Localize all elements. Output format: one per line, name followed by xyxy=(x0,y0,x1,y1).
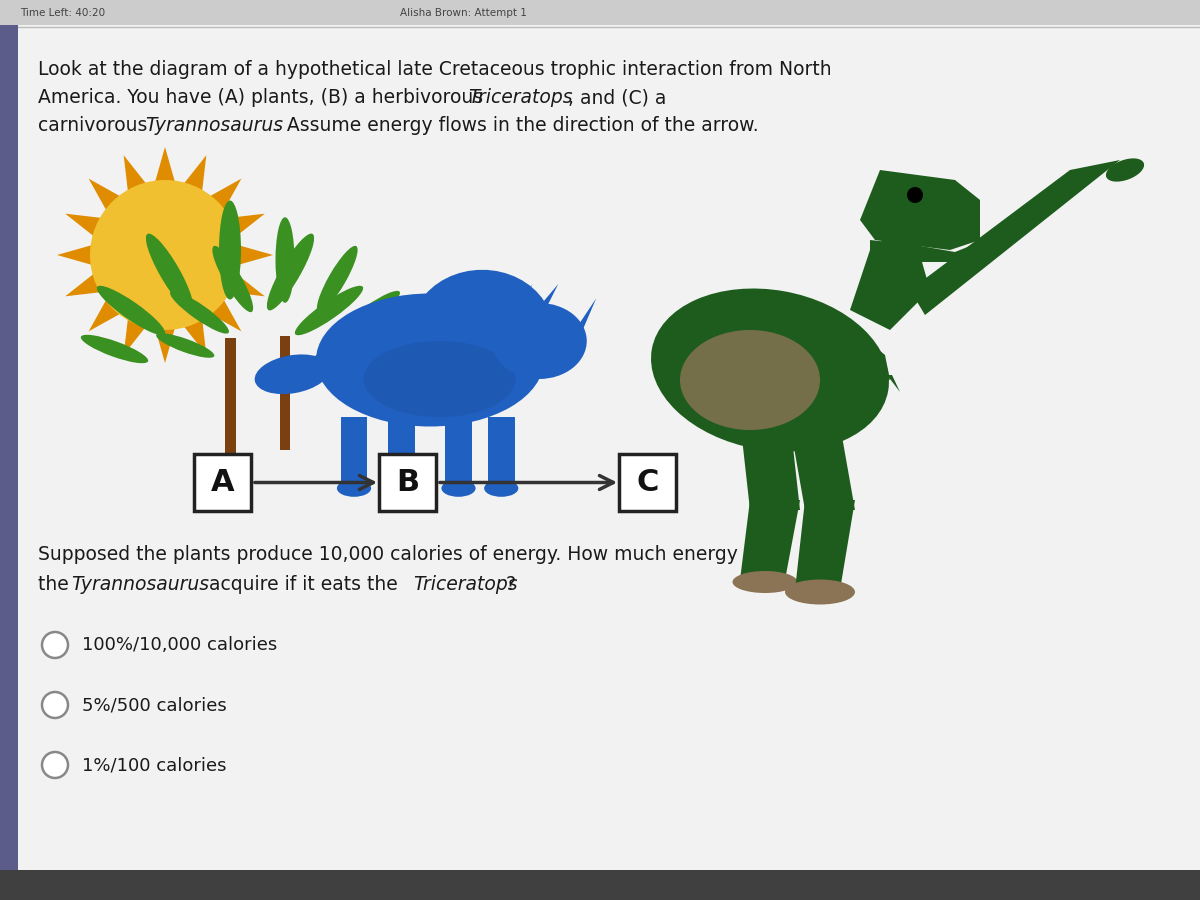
Ellipse shape xyxy=(295,286,364,335)
Ellipse shape xyxy=(337,480,371,497)
Bar xyxy=(224,338,235,470)
Circle shape xyxy=(90,180,240,330)
Circle shape xyxy=(42,632,68,658)
Circle shape xyxy=(42,692,68,718)
Bar xyxy=(0,25,18,900)
Polygon shape xyxy=(182,316,206,355)
Bar xyxy=(389,417,415,483)
Text: Look at the diagram of a hypothetical late Cretaceous trophic interaction from N: Look at the diagram of a hypothetical la… xyxy=(38,60,832,79)
Ellipse shape xyxy=(80,335,148,364)
Polygon shape xyxy=(740,420,800,510)
Ellipse shape xyxy=(97,286,166,335)
Polygon shape xyxy=(58,245,95,266)
FancyBboxPatch shape xyxy=(194,454,251,511)
Ellipse shape xyxy=(220,201,241,300)
Text: . Assume energy flows in the direction of the arrow.: . Assume energy flows in the direction o… xyxy=(275,116,758,135)
Polygon shape xyxy=(155,147,175,184)
Text: Tyrannosaurus: Tyrannosaurus xyxy=(145,116,283,135)
Ellipse shape xyxy=(492,303,587,379)
Polygon shape xyxy=(533,284,558,314)
Ellipse shape xyxy=(170,291,229,334)
Polygon shape xyxy=(208,297,241,331)
Text: C: C xyxy=(636,468,659,497)
Circle shape xyxy=(42,752,68,778)
Ellipse shape xyxy=(652,289,889,452)
Text: Alisha Brown: Attempt 1: Alisha Brown: Attempt 1 xyxy=(400,8,527,18)
Polygon shape xyxy=(870,240,980,262)
Polygon shape xyxy=(65,272,104,296)
Bar xyxy=(281,336,289,450)
Ellipse shape xyxy=(680,330,820,430)
Polygon shape xyxy=(577,298,596,331)
Bar xyxy=(445,417,472,483)
Ellipse shape xyxy=(312,335,379,364)
Polygon shape xyxy=(208,178,241,212)
FancyBboxPatch shape xyxy=(379,454,436,511)
Polygon shape xyxy=(155,326,175,363)
Polygon shape xyxy=(89,178,122,212)
Ellipse shape xyxy=(785,580,854,605)
Circle shape xyxy=(907,187,923,203)
Polygon shape xyxy=(860,170,980,250)
Bar xyxy=(341,417,367,483)
Ellipse shape xyxy=(341,291,400,334)
Text: Tyrannosaurus: Tyrannosaurus xyxy=(71,575,209,594)
Polygon shape xyxy=(854,330,890,380)
FancyBboxPatch shape xyxy=(619,454,676,511)
Text: ?: ? xyxy=(506,575,516,594)
Ellipse shape xyxy=(156,333,215,358)
Ellipse shape xyxy=(1106,158,1144,182)
Text: Time Left: 40:20: Time Left: 40:20 xyxy=(20,8,106,18)
Text: 1%/100 calories: 1%/100 calories xyxy=(82,756,227,774)
Ellipse shape xyxy=(266,234,314,310)
Polygon shape xyxy=(65,213,104,238)
Ellipse shape xyxy=(364,341,516,417)
Polygon shape xyxy=(124,316,148,355)
Ellipse shape xyxy=(276,217,294,302)
Ellipse shape xyxy=(442,480,475,497)
Ellipse shape xyxy=(316,293,544,427)
Text: the: the xyxy=(38,575,74,594)
Polygon shape xyxy=(850,220,930,330)
Polygon shape xyxy=(910,160,1120,315)
Polygon shape xyxy=(414,270,550,364)
Polygon shape xyxy=(89,297,122,331)
Polygon shape xyxy=(226,272,265,296)
Text: , and (C) a: , and (C) a xyxy=(568,88,666,107)
Ellipse shape xyxy=(484,480,518,497)
Text: Triceratops: Triceratops xyxy=(468,88,572,107)
Text: 100%/10,000 calories: 100%/10,000 calories xyxy=(82,636,277,654)
Polygon shape xyxy=(887,375,900,392)
Ellipse shape xyxy=(384,480,419,497)
Ellipse shape xyxy=(355,333,414,358)
Bar xyxy=(488,417,515,483)
Polygon shape xyxy=(796,500,854,590)
Polygon shape xyxy=(226,213,265,238)
Bar xyxy=(0,870,1200,900)
Text: A: A xyxy=(211,468,234,497)
Bar xyxy=(0,0,1200,25)
Text: B: B xyxy=(396,468,419,497)
Text: America. You have (A) plants, (B) a herbivorous: America. You have (A) plants, (B) a herb… xyxy=(38,88,490,107)
Polygon shape xyxy=(740,500,800,580)
Ellipse shape xyxy=(254,355,330,394)
Ellipse shape xyxy=(212,246,253,312)
Polygon shape xyxy=(511,284,533,314)
Polygon shape xyxy=(182,155,206,194)
Polygon shape xyxy=(875,375,888,392)
Ellipse shape xyxy=(732,571,798,593)
Text: carnivorous: carnivorous xyxy=(38,116,154,135)
Text: Supposed the plants produce 10,000 calories of energy. How much energy will: Supposed the plants produce 10,000 calor… xyxy=(38,545,775,564)
Text: Triceratops: Triceratops xyxy=(413,575,517,594)
Ellipse shape xyxy=(317,246,358,312)
Polygon shape xyxy=(790,425,854,510)
Text: 5%/500 calories: 5%/500 calories xyxy=(82,696,227,714)
Polygon shape xyxy=(124,155,148,194)
Text: acquire if it eats the: acquire if it eats the xyxy=(203,575,403,594)
Ellipse shape xyxy=(146,234,193,310)
Polygon shape xyxy=(235,245,274,266)
